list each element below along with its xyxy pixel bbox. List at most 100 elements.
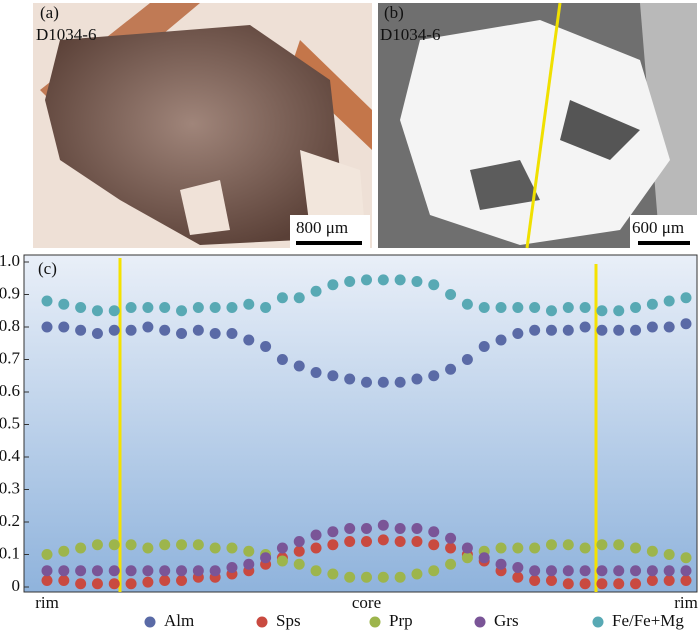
y-tick-label: 0.5 xyxy=(0,413,20,432)
data-point xyxy=(243,298,255,310)
data-point xyxy=(545,539,557,551)
data-point xyxy=(512,328,524,339)
data-point xyxy=(91,328,103,339)
data-point xyxy=(91,305,103,317)
data-point xyxy=(445,532,457,544)
y-tick-label: 0.2 xyxy=(0,511,20,530)
data-point xyxy=(361,536,372,547)
data-point xyxy=(630,302,642,313)
data-point xyxy=(176,565,188,577)
data-point xyxy=(495,542,507,554)
data-point xyxy=(529,302,541,313)
data-point xyxy=(58,565,70,577)
data-point xyxy=(108,565,120,577)
data-point xyxy=(630,542,642,554)
data-point xyxy=(226,562,238,573)
data-point xyxy=(461,552,473,564)
data-point xyxy=(75,302,87,313)
data-point xyxy=(461,542,473,554)
y-tick-label: 0.7 xyxy=(0,348,21,367)
data-point xyxy=(495,302,507,313)
data-point xyxy=(394,274,406,286)
data-point xyxy=(344,276,356,287)
data-point xyxy=(613,578,625,590)
data-point xyxy=(361,274,372,286)
data-point xyxy=(394,376,406,388)
data-point xyxy=(411,523,423,534)
data-point xyxy=(377,571,389,583)
data-point xyxy=(58,575,70,586)
data-point xyxy=(579,565,591,577)
data-point xyxy=(159,575,171,586)
data-point xyxy=(41,295,53,307)
data-point xyxy=(159,565,171,577)
data-point xyxy=(562,578,574,590)
data-point xyxy=(478,302,490,313)
data-point xyxy=(646,321,658,333)
micrograph-b xyxy=(378,2,697,249)
data-point xyxy=(646,545,658,557)
data-point xyxy=(445,289,457,300)
data-point xyxy=(142,576,154,588)
x-tick-label: rim xyxy=(35,593,59,612)
data-point xyxy=(176,575,188,586)
scale-label: 600 μm xyxy=(632,218,684,237)
data-point xyxy=(428,565,440,577)
data-point xyxy=(276,542,288,554)
data-point xyxy=(613,324,625,336)
data-point xyxy=(529,542,541,554)
legend-marker xyxy=(144,616,156,628)
data-point xyxy=(176,328,188,339)
data-point xyxy=(344,523,356,534)
data-point xyxy=(209,328,221,339)
y-tick-label: 0.4 xyxy=(0,446,21,465)
data-point xyxy=(630,578,642,590)
data-point xyxy=(142,542,154,554)
data-point xyxy=(327,568,339,580)
data-point xyxy=(579,542,591,554)
data-point xyxy=(310,529,322,541)
data-point xyxy=(192,565,204,577)
data-point xyxy=(562,539,574,551)
panel-label: (a) xyxy=(40,3,59,22)
data-point xyxy=(125,324,137,336)
data-point xyxy=(41,575,53,586)
data-point xyxy=(260,552,272,564)
data-point xyxy=(344,536,356,547)
data-point xyxy=(461,298,473,310)
data-point xyxy=(646,298,658,310)
data-point xyxy=(663,295,675,307)
data-point xyxy=(327,370,339,382)
data-point xyxy=(293,360,305,372)
data-point xyxy=(209,565,221,577)
data-point xyxy=(41,549,53,560)
data-point xyxy=(529,565,541,577)
data-point xyxy=(545,575,557,586)
data-point xyxy=(512,302,524,313)
data-point xyxy=(209,542,221,554)
data-point xyxy=(579,302,591,313)
y-tick-label: 0.9 xyxy=(0,283,20,302)
x-tick-label: rim xyxy=(674,593,698,612)
data-point xyxy=(293,545,305,557)
data-point xyxy=(310,565,322,577)
data-point xyxy=(58,321,70,333)
data-point xyxy=(91,539,103,551)
data-point xyxy=(512,571,524,583)
data-point xyxy=(310,542,322,554)
data-point xyxy=(630,565,642,577)
data-point xyxy=(596,324,608,336)
data-point xyxy=(108,539,120,551)
data-point xyxy=(327,279,339,291)
legend-label: Alm xyxy=(164,611,194,630)
data-point xyxy=(663,321,675,333)
data-point xyxy=(142,321,154,333)
data-point xyxy=(377,534,389,546)
data-point xyxy=(646,565,658,577)
data-point xyxy=(41,565,53,577)
data-point xyxy=(293,536,305,547)
data-point xyxy=(545,324,557,336)
sample-label: D1034-6 xyxy=(36,25,96,44)
y-tick-label: 1.0 xyxy=(0,251,20,270)
legend-marker xyxy=(256,616,268,628)
